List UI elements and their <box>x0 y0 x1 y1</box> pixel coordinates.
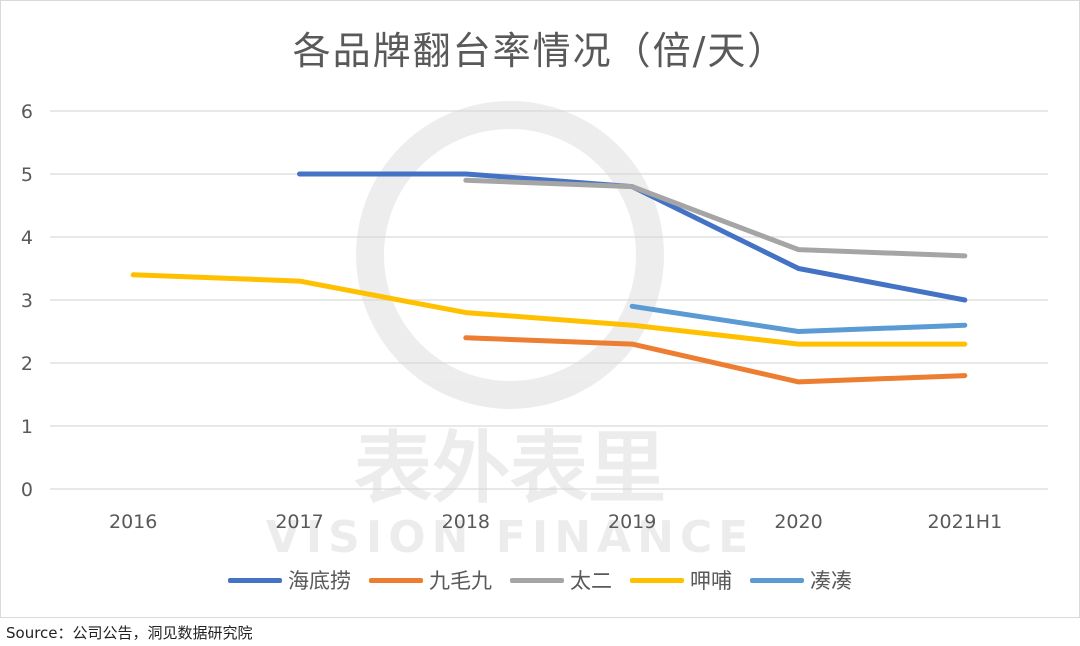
x-tick-label: 2016 <box>109 511 157 533</box>
legend-item: 太二 <box>510 565 612 595</box>
y-tick-label: 0 <box>21 479 33 501</box>
legend-label: 海底捞 <box>288 569 351 593</box>
watermark-logo: 表外表里 VISION FINANCE <box>266 101 755 563</box>
source-note: Source：公司公告，洞见数据研究院 <box>6 624 253 642</box>
series-line-4 <box>629 303 968 334</box>
x-tick-label: 2018 <box>442 511 490 533</box>
legend-item: 九毛九 <box>369 565 492 595</box>
y-tick-label: 3 <box>21 290 33 312</box>
series-line-3 <box>130 272 968 347</box>
y-tick-label: 5 <box>21 164 33 186</box>
svg-text:VISION FINANCE: VISION FINANCE <box>266 512 755 563</box>
legend-item: 海底捞 <box>228 565 351 595</box>
x-tick-label: 2017 <box>275 511 323 533</box>
series-line-2 <box>463 177 968 259</box>
svg-text:表外表里: 表外表里 <box>354 424 666 514</box>
x-tick-label: 2021H1 <box>927 511 1002 533</box>
legend-item: 凑凑 <box>750 565 852 595</box>
legend-label: 太二 <box>570 569 612 593</box>
y-tick-label: 1 <box>21 416 33 438</box>
x-tick-label: 2020 <box>774 511 822 533</box>
chart-title: 各品牌翻台率情况（倍/天） <box>292 29 788 73</box>
series-line-1 <box>463 335 968 385</box>
legend-swatch <box>630 577 684 583</box>
legend-label: 凑凑 <box>810 569 852 593</box>
legend: 海底捞 九毛九 太二 呷哺 凑凑 <box>0 565 1080 595</box>
legend-swatch <box>369 577 423 583</box>
line-chart: 表外表里 VISION FINANCE 0 1 2 3 4 5 6 2016 2017 2018… <box>21 101 1048 563</box>
legend-item: 呷哺 <box>630 565 732 595</box>
legend-label: 呷哺 <box>690 569 732 593</box>
y-tick-label: 4 <box>21 227 33 249</box>
x-tick-label: 2019 <box>608 511 656 533</box>
legend-swatch <box>750 577 804 583</box>
y-tick-label: 2 <box>21 353 33 375</box>
y-tick-label: 6 <box>21 101 33 123</box>
legend-swatch <box>510 577 564 583</box>
legend-label: 九毛九 <box>429 569 492 593</box>
legend-swatch <box>228 577 282 583</box>
